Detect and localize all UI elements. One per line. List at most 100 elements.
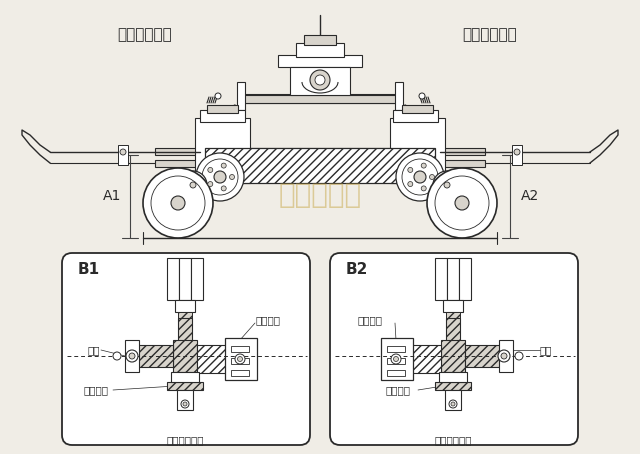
Bar xyxy=(205,148,435,183)
FancyBboxPatch shape xyxy=(62,253,310,445)
Circle shape xyxy=(208,182,212,187)
Bar xyxy=(512,145,522,165)
Bar xyxy=(178,312,192,320)
Bar xyxy=(387,358,405,364)
Bar xyxy=(118,145,128,165)
Bar xyxy=(399,345,441,373)
FancyBboxPatch shape xyxy=(330,253,578,445)
Bar xyxy=(446,312,460,320)
Bar xyxy=(441,340,465,372)
Bar xyxy=(191,258,203,300)
Text: A2: A2 xyxy=(521,189,539,203)
Bar xyxy=(231,370,249,376)
Circle shape xyxy=(310,70,330,90)
Circle shape xyxy=(143,168,213,238)
Bar xyxy=(393,110,438,122)
Circle shape xyxy=(455,196,469,210)
Circle shape xyxy=(444,182,450,188)
Text: A1: A1 xyxy=(103,189,121,203)
Circle shape xyxy=(408,182,413,187)
Text: 首志德機械: 首志德機械 xyxy=(278,181,362,209)
Bar xyxy=(387,370,405,376)
Circle shape xyxy=(120,149,126,155)
Text: B2: B2 xyxy=(346,262,369,277)
Bar xyxy=(499,340,513,372)
Circle shape xyxy=(433,171,461,199)
Text: 十字接头: 十字接头 xyxy=(255,315,280,325)
Bar xyxy=(465,345,507,367)
Circle shape xyxy=(451,402,455,406)
Bar xyxy=(225,338,257,380)
Bar xyxy=(387,346,405,352)
Bar xyxy=(171,372,199,382)
Circle shape xyxy=(515,352,523,360)
Circle shape xyxy=(190,182,196,188)
Bar xyxy=(296,43,344,57)
Bar xyxy=(390,118,445,183)
Bar xyxy=(443,300,463,312)
Circle shape xyxy=(498,350,510,362)
Bar xyxy=(195,118,250,183)
Circle shape xyxy=(215,93,221,99)
Bar xyxy=(0,240,640,454)
Circle shape xyxy=(113,352,121,360)
Bar xyxy=(446,318,460,356)
Circle shape xyxy=(221,186,226,191)
Circle shape xyxy=(449,400,457,408)
Bar xyxy=(178,318,192,356)
Text: 固定螺帽: 固定螺帽 xyxy=(83,385,108,395)
Bar xyxy=(131,345,173,367)
Bar xyxy=(304,35,336,45)
Bar xyxy=(175,300,195,312)
Circle shape xyxy=(391,354,401,364)
Circle shape xyxy=(221,163,226,168)
Text: B1: B1 xyxy=(78,262,100,277)
Bar xyxy=(445,390,461,410)
Bar xyxy=(435,258,447,300)
Bar xyxy=(231,358,249,364)
Bar xyxy=(278,55,362,67)
Circle shape xyxy=(237,356,243,361)
Bar xyxy=(381,338,413,380)
Bar xyxy=(402,105,433,113)
Circle shape xyxy=(171,196,185,210)
Circle shape xyxy=(408,168,413,173)
Circle shape xyxy=(181,400,189,408)
Bar xyxy=(125,340,139,372)
Circle shape xyxy=(421,186,426,191)
Bar xyxy=(207,105,238,113)
Bar xyxy=(290,67,350,95)
Bar xyxy=(383,340,411,378)
Text: 十字接头: 十字接头 xyxy=(358,315,383,325)
Text: 摇臂: 摇臂 xyxy=(88,345,100,355)
Circle shape xyxy=(514,149,520,155)
Bar xyxy=(237,82,245,110)
Circle shape xyxy=(126,350,138,362)
Bar xyxy=(155,160,485,167)
Bar xyxy=(439,372,467,382)
Bar xyxy=(447,258,459,300)
Bar xyxy=(200,110,245,122)
Text: 偏心连接心轴: 偏心连接心轴 xyxy=(435,435,472,445)
Circle shape xyxy=(214,171,226,183)
Text: 偏心连接心轴: 偏心连接心轴 xyxy=(166,435,204,445)
Circle shape xyxy=(421,163,426,168)
Bar xyxy=(435,382,471,390)
Circle shape xyxy=(183,402,187,406)
Bar xyxy=(231,346,249,352)
Circle shape xyxy=(429,174,435,179)
Bar xyxy=(0,0,640,240)
Circle shape xyxy=(501,353,507,359)
Circle shape xyxy=(179,171,207,199)
Circle shape xyxy=(427,168,497,238)
Circle shape xyxy=(208,168,212,173)
Bar xyxy=(179,258,191,300)
Text: 主动（送料）: 主动（送料） xyxy=(118,28,172,43)
Circle shape xyxy=(196,153,244,201)
Text: 摇臂: 摇臂 xyxy=(540,345,552,355)
Bar xyxy=(227,340,255,378)
Bar xyxy=(155,148,485,155)
Bar xyxy=(240,95,400,103)
Circle shape xyxy=(315,75,325,85)
Bar xyxy=(197,345,239,373)
